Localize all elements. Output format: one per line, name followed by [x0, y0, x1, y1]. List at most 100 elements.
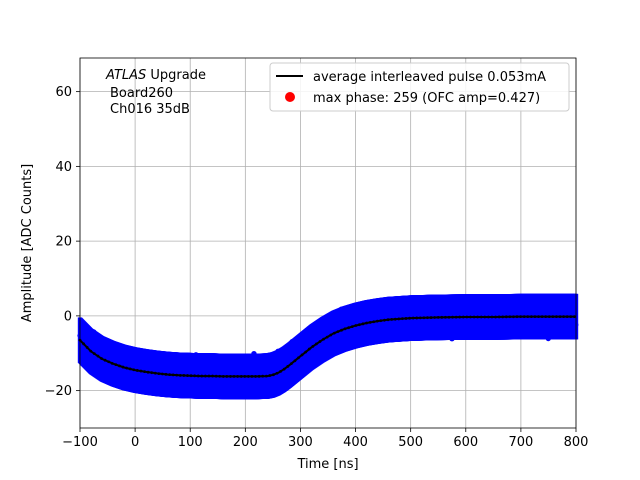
- sample-point: [362, 328, 368, 335]
- average-pulse-point: [297, 356, 300, 360]
- average-pulse-point: [125, 366, 128, 370]
- average-pulse-point: [572, 315, 576, 319]
- average-pulse-point: [397, 317, 401, 321]
- sample-point: [412, 324, 419, 330]
- average-pulse-point: [189, 374, 193, 378]
- average-pulse-point: [361, 322, 365, 326]
- average-pulse-point: [383, 318, 386, 322]
- average-pulse-point: [307, 347, 311, 351]
- sample-point: [567, 319, 574, 325]
- average-pulse-point: [515, 315, 519, 319]
- legend-marker-max-phase: [285, 92, 295, 102]
- sample-point: [383, 321, 389, 328]
- sample-point: [374, 336, 380, 342]
- average-pulse-point: [415, 316, 419, 320]
- average-pulse-point: [386, 318, 390, 322]
- average-pulse-point: [196, 374, 200, 378]
- sample-point: [389, 327, 396, 334]
- sample-point: [399, 304, 406, 311]
- sample-point: [504, 319, 510, 325]
- sample-point: [304, 357, 310, 364]
- sample-point: [201, 380, 208, 386]
- average-pulse-point: [100, 357, 103, 360]
- sample-point: [375, 300, 382, 306]
- x-tick-label: 300: [288, 435, 313, 450]
- average-pulse-point: [358, 323, 361, 327]
- sample-point: [410, 309, 416, 316]
- average-pulse-point: [160, 372, 164, 376]
- sample-point: [430, 329, 437, 336]
- average-pulse-point: [300, 353, 304, 357]
- sample-point: [431, 297, 438, 304]
- sample-point: [441, 321, 447, 327]
- sample-point: [122, 368, 129, 374]
- sample-point: [348, 314, 354, 320]
- average-pulse-point: [465, 315, 469, 319]
- sample-point: [326, 323, 333, 329]
- average-pulse-point: [261, 374, 265, 378]
- sample-point: [435, 324, 442, 331]
- sample-point: [94, 338, 100, 345]
- average-pulse-point: [268, 374, 272, 377]
- sample-point: [550, 327, 556, 333]
- sample-point: [485, 322, 491, 328]
- average-pulse-point: [311, 344, 315, 348]
- sample-point: [79, 357, 85, 364]
- sample-point: [340, 341, 346, 347]
- average-pulse-point: [486, 315, 490, 319]
- average-pulse-point: [318, 340, 322, 343]
- average-pulse-point: [157, 372, 161, 376]
- average-pulse-point: [214, 374, 218, 378]
- average-pulse-point: [401, 317, 404, 321]
- average-pulse-point: [246, 375, 250, 378]
- sample-point: [287, 369, 293, 376]
- x-tick-label: 600: [453, 435, 478, 450]
- sample-point: [217, 358, 224, 364]
- sample-point: [440, 334, 447, 341]
- average-pulse-point: [436, 315, 440, 319]
- average-pulse-point: [426, 316, 429, 320]
- average-pulse-point: [236, 375, 240, 378]
- sample-point: [182, 367, 188, 373]
- sample-point: [555, 309, 562, 316]
- average-pulse-point: [343, 327, 347, 331]
- average-pulse-point: [121, 365, 125, 369]
- average-pulse-point: [490, 315, 494, 319]
- sample-point: [117, 370, 124, 376]
- average-pulse-point: [461, 315, 465, 319]
- sample-point: [263, 359, 269, 365]
- x-tick-label: 700: [508, 435, 533, 450]
- sample-point: [246, 367, 252, 373]
- y-tick-label: 20: [55, 235, 72, 250]
- sample-point: [280, 357, 286, 363]
- average-pulse-point: [85, 346, 89, 349]
- sample-point: [304, 336, 311, 342]
- average-pulse-point: [365, 321, 368, 325]
- sample-point: [105, 363, 111, 369]
- sample-point: [426, 326, 433, 332]
- sample-point: [127, 348, 133, 354]
- sample-point: [492, 320, 498, 326]
- sample-point: [357, 307, 363, 314]
- average-pulse-point: [89, 349, 93, 353]
- sample-point: [377, 327, 384, 333]
- sample-point: [528, 297, 534, 303]
- sample-point: [90, 359, 97, 365]
- sample-point: [237, 378, 243, 384]
- sample-point: [142, 362, 149, 369]
- sample-point: [251, 358, 257, 364]
- average-pulse-point: [168, 373, 171, 377]
- average-pulse-point: [522, 315, 526, 319]
- average-pulse-point: [146, 370, 150, 374]
- sample-point: [179, 382, 185, 388]
- average-pulse-point: [544, 315, 548, 319]
- sample-point: [453, 332, 459, 338]
- sample-point: [237, 354, 243, 360]
- average-pulse-point: [476, 315, 480, 319]
- sample-point: [172, 365, 178, 372]
- average-pulse-point: [254, 375, 257, 378]
- sample-point: [338, 306, 345, 312]
- sample-point: [105, 378, 111, 384]
- sample-point: [187, 356, 194, 362]
